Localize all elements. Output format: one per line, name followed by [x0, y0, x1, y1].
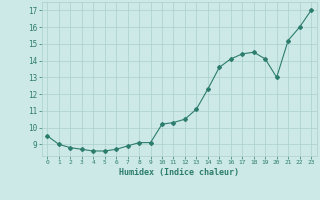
X-axis label: Humidex (Indice chaleur): Humidex (Indice chaleur) — [119, 168, 239, 177]
